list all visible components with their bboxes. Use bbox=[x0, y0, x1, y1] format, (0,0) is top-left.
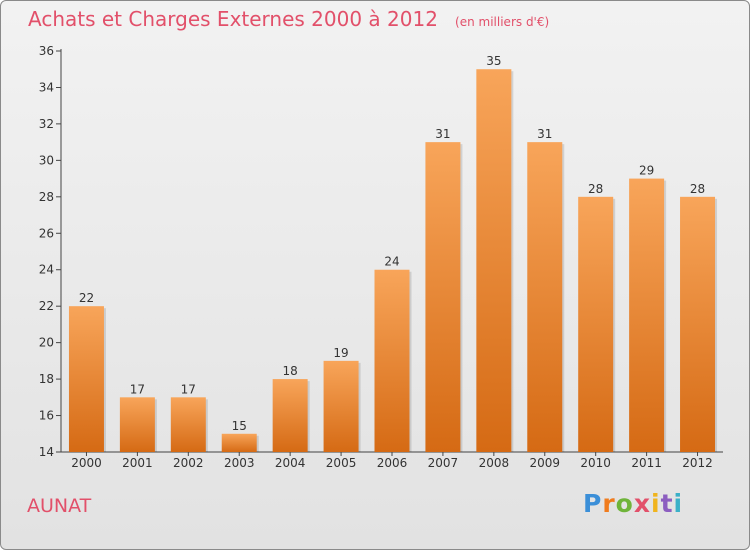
y-tick-label: 32 bbox=[39, 117, 54, 131]
x-tick-label: 2005 bbox=[326, 456, 357, 470]
bar-value-label: 29 bbox=[639, 164, 654, 178]
y-tick-label: 28 bbox=[39, 190, 54, 204]
x-tick-label: 2003 bbox=[224, 456, 255, 470]
bar-value-label: 18 bbox=[283, 364, 298, 378]
bar-value-label: 15 bbox=[232, 419, 247, 433]
bar-value-label: 28 bbox=[690, 182, 705, 196]
logo-letter: i bbox=[651, 489, 661, 518]
bar bbox=[119, 397, 155, 452]
x-tick-label: 2001 bbox=[122, 456, 153, 470]
bar-value-label: 24 bbox=[384, 255, 399, 269]
bar bbox=[170, 397, 206, 452]
chart-title-row: Achats et Charges Externes 2000 à 2012 (… bbox=[28, 7, 549, 31]
logo-letter: r bbox=[602, 489, 616, 518]
commune-name: AUNAT bbox=[27, 495, 92, 517]
bar bbox=[374, 269, 410, 452]
x-tick-label: 2010 bbox=[580, 456, 611, 470]
bar bbox=[527, 142, 563, 453]
bar-value-label: 31 bbox=[435, 127, 450, 141]
bar bbox=[272, 379, 308, 452]
chart-title: Achats et Charges Externes 2000 à 2012 bbox=[28, 7, 438, 31]
x-tick-label: 2011 bbox=[631, 456, 662, 470]
bar-value-label: 28 bbox=[588, 182, 603, 196]
x-tick-label: 2000 bbox=[71, 456, 102, 470]
x-tick-label: 2012 bbox=[682, 456, 713, 470]
logo-letter: o bbox=[615, 489, 634, 518]
x-tick-label: 2004 bbox=[275, 456, 306, 470]
bar bbox=[476, 69, 512, 453]
chart-unit: (en milliers d'€) bbox=[455, 15, 550, 29]
y-tick-label: 26 bbox=[39, 226, 54, 240]
bar bbox=[425, 142, 461, 453]
bar-value-label: 19 bbox=[333, 346, 348, 360]
bar-value-label: 22 bbox=[79, 291, 94, 305]
x-tick-label: 2006 bbox=[377, 456, 408, 470]
bar bbox=[629, 178, 665, 452]
y-tick-label: 34 bbox=[39, 80, 54, 94]
logo-letter: i bbox=[673, 489, 684, 518]
y-tick-label: 24 bbox=[39, 263, 54, 277]
y-tick-label: 20 bbox=[39, 336, 54, 350]
x-tick-label: 2008 bbox=[479, 456, 510, 470]
x-tick-label: 2002 bbox=[173, 456, 204, 470]
bar-value-label: 35 bbox=[486, 54, 501, 68]
bar-value-label: 17 bbox=[130, 382, 145, 396]
bar bbox=[680, 196, 716, 452]
bar-value-label: 31 bbox=[537, 127, 552, 141]
bar bbox=[578, 196, 614, 452]
logo-letter: x bbox=[633, 489, 651, 518]
bar bbox=[323, 360, 359, 452]
bar bbox=[221, 433, 257, 452]
proxiti-logo: Proxiti bbox=[583, 489, 683, 518]
logo-letter: t bbox=[660, 489, 674, 518]
y-tick-label: 22 bbox=[39, 299, 54, 313]
x-tick-label: 2007 bbox=[428, 456, 459, 470]
y-tick-label: 14 bbox=[39, 445, 54, 459]
x-tick-label: 2009 bbox=[529, 456, 560, 470]
y-tick-label: 36 bbox=[39, 44, 54, 58]
y-tick-label: 30 bbox=[39, 153, 54, 167]
bar bbox=[68, 306, 104, 452]
y-tick-label: 18 bbox=[39, 372, 54, 386]
y-tick-label: 16 bbox=[39, 409, 54, 423]
logo-letter: P bbox=[583, 489, 603, 518]
bar-value-label: 17 bbox=[181, 382, 196, 396]
